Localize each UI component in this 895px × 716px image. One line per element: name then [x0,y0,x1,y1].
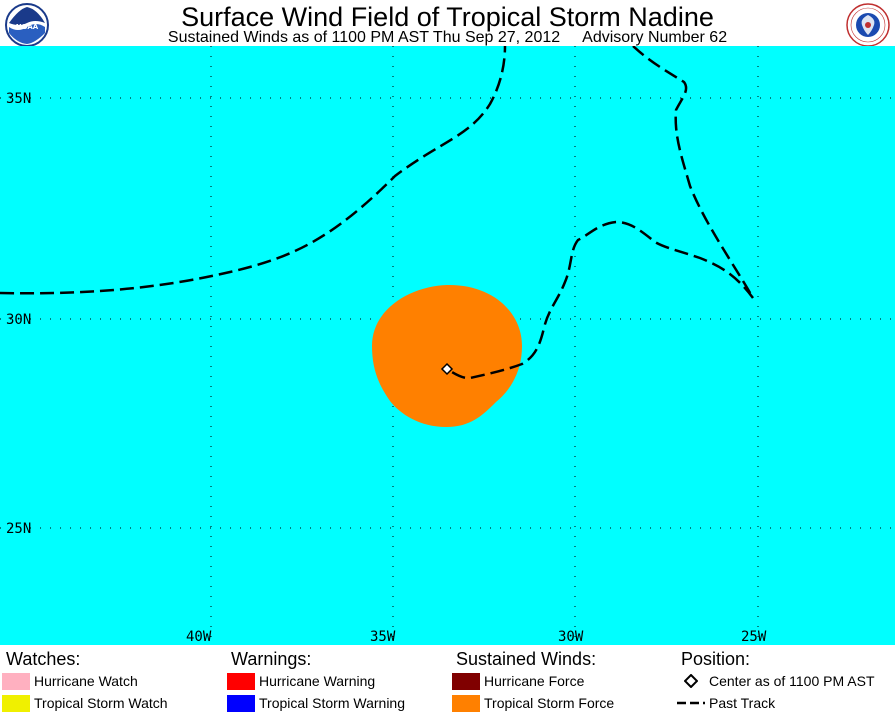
legend-item-tropical-storm-watch: Tropical Storm Watch [2,692,168,714]
legend-position: Position: Center as of 1100 PM AST Past … [677,648,875,714]
legend-label: Tropical Storm Warning [259,695,406,711]
lat-label-35n: 35N [6,91,31,107]
noaa-logo-icon: NOAA [5,3,49,47]
legend-label: Center as of 1100 PM AST [709,673,875,689]
past-track-segment-east [632,46,755,299]
legend-heading-position: Position: [681,649,751,669]
valid-time: Sustained Winds as of 1100 PM AST Thu Se… [167,29,561,46]
legend-item-past-track: Past Track [677,692,875,714]
wind-field-map: 35N 30N 25N 40W 35W 30W 25W [0,46,895,645]
legend-item-hurricane-watch: Hurricane Watch [2,670,168,692]
legend-item-hurricane-force: Hurricane Force [452,670,614,692]
legend-warnings: Warnings: Hurricane Warning Tropical Sto… [227,648,405,714]
nws-logo-icon [846,3,890,47]
map-canvas: 35N 30N 25N 40W 35W 30W 25W [0,46,895,645]
legend-item-hurricane-warning: Hurricane Warning [227,670,405,692]
lon-label-35w: 35W [370,629,396,645]
map-legend: Watches: Hurricane Watch Tropical Storm … [0,645,895,716]
tropical-storm-force-swatch [452,694,480,712]
legend-label: Hurricane Warning [259,673,376,689]
lat-label-30n: 30N [6,312,31,328]
past-track-segment-north [0,46,507,295]
legend-watches: Watches: Hurricane Watch Tropical Storm … [2,648,168,714]
legend-label: Past Track [709,695,776,711]
tropical-storm-force-wind-field [372,284,522,427]
legend-heading-sustained-winds: Sustained Winds: [456,649,597,669]
lat-label-25n: 25N [6,521,31,537]
diamond-icon [440,362,454,376]
map-title: Surface Wind Field of Tropical Storm Nad… [181,2,714,32]
legend-label: Hurricane Watch [34,673,138,689]
storm-center-marker [440,362,454,376]
latitude-labels: 35N 30N 25N [6,91,31,537]
legend-heading-watches: Watches: [6,649,81,669]
tropical-storm-warning-swatch [227,694,255,712]
past-track-segment-loop [446,220,754,380]
hurricane-force-swatch [452,672,480,690]
past-track [0,46,755,380]
advisory-number: Advisory Number 62 [582,29,728,46]
legend-item-center: Center as of 1100 PM AST [677,670,875,692]
legend-label: Hurricane Force [484,673,585,689]
dashed-line-icon [677,695,705,712]
tropical-storm-watch-swatch [2,694,30,712]
lon-label-25w: 25W [741,629,767,645]
legend-heading-warnings: Warnings: [231,649,312,669]
map-subtitle: Sustained Winds as of 1100 PM AST Thu Se… [0,29,895,47]
hurricane-watch-swatch [2,672,30,690]
legend-item-tropical-storm-warning: Tropical Storm Warning [227,692,405,714]
legend-sustained-winds: Sustained Winds: Hurricane Force Tropica… [452,648,614,714]
diamond-icon [677,673,705,690]
legend-label: Tropical Storm Force [484,695,615,711]
lon-label-40w: 40W [186,629,212,645]
legend-item-tropical-storm-force: Tropical Storm Force [452,692,614,714]
legend-label: Tropical Storm Watch [34,695,168,711]
noaa-logo-text: NOAA [16,23,39,31]
lon-label-30w: 30W [558,629,584,645]
hurricane-warning-swatch [227,672,255,690]
longitude-labels: 40W 35W 30W 25W [186,629,767,645]
